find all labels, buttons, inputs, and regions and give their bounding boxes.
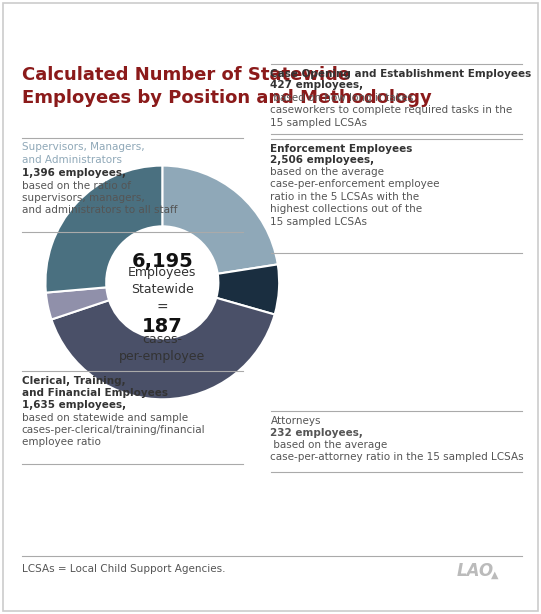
Text: based on the ratio of
supervisors, managers,
and administrators to all staff: based on the ratio of supervisors, manag… [22, 181, 177, 216]
Wedge shape [51, 298, 275, 399]
Text: Case Opening and Establishment Employees: Case Opening and Establishment Employees [270, 69, 532, 79]
Text: Figure 7: Figure 7 [14, 18, 72, 31]
Text: Clerical, Training,
and Financial Employees: Clerical, Training, and Financial Employ… [22, 376, 168, 398]
Text: 427 employees,: 427 employees, [270, 80, 364, 90]
Text: Enforcement Employees: Enforcement Employees [270, 144, 413, 154]
Text: 1,635 employees,: 1,635 employees, [22, 400, 126, 410]
Wedge shape [46, 287, 109, 319]
Text: based on statewide and sample
cases-per-clerical/training/financial
employee rat: based on statewide and sample cases-per-… [22, 413, 205, 448]
Text: 6,195: 6,195 [131, 252, 193, 271]
Text: 1,396 employees,: 1,396 employees, [22, 168, 126, 178]
Text: Employees
Statewide: Employees Statewide [128, 266, 196, 297]
Text: Calculated Number of Statewide
Employees by Position and Methodology: Calculated Number of Statewide Employees… [22, 66, 431, 106]
Wedge shape [162, 166, 278, 274]
Text: Supervisors, Managers,
and Administrators: Supervisors, Managers, and Administrator… [22, 142, 144, 165]
Text: Attorneys: Attorneys [270, 416, 321, 426]
Text: 187: 187 [142, 317, 183, 336]
Text: LCSAs = Local Child Support Agencies.: LCSAs = Local Child Support Agencies. [22, 564, 225, 573]
Text: 2,506 employees,: 2,506 employees, [270, 155, 374, 165]
Text: =: = [156, 301, 168, 315]
Text: based on the average
case-per-attorney ratio in the 15 sampled LCSAs: based on the average case-per-attorney r… [270, 440, 524, 462]
Text: cases-
per-employee: cases- per-employee [119, 333, 206, 363]
Text: based on the average
case-per-enforcement employee
ratio in the 5 LCSAs with the: based on the average case-per-enforcemen… [270, 167, 440, 227]
Text: ▲: ▲ [491, 570, 499, 580]
Text: based on how long it takes
caseworkers to complete required tasks in the
15 samp: based on how long it takes caseworkers t… [270, 93, 513, 128]
Wedge shape [45, 166, 162, 293]
Text: 232 employees,: 232 employees, [270, 428, 364, 438]
Wedge shape [216, 265, 279, 314]
Text: LAO: LAO [457, 562, 494, 580]
